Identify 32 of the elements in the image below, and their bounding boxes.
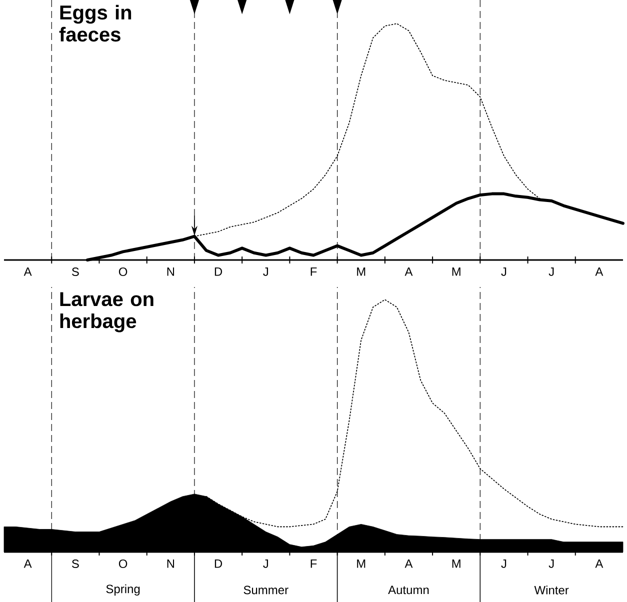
x-tick-label: J: [548, 268, 554, 276]
x-tick-label: A: [404, 268, 413, 276]
x-tick-label: N: [167, 560, 174, 568]
x-tick-label: D: [214, 560, 222, 568]
x-tick-label: N: [167, 268, 174, 276]
x-tick-label: A: [404, 560, 413, 568]
x-tick-label: J: [263, 560, 268, 568]
x-tick-label: A: [24, 268, 32, 276]
text: Autumn: [388, 586, 429, 594]
x-tick-label: J: [501, 560, 506, 568]
x-tick-label: D: [214, 268, 222, 276]
chart-title: Larvae on herbage: [60, 292, 154, 332]
x-tick-label: F: [310, 268, 317, 276]
x-tick-label: J: [263, 268, 268, 276]
x-tick-label: S: [72, 560, 79, 568]
text: Spring: [106, 584, 140, 596]
x-tick-label: O: [118, 268, 128, 276]
x-tick-label: M: [452, 268, 460, 276]
x-tick-label: A: [595, 560, 604, 568]
x-tick-label: M: [357, 560, 366, 568]
x-tick-label: O: [118, 560, 128, 568]
x-tick-label: M: [452, 560, 460, 568]
x-tick-label: S: [72, 268, 79, 276]
x-tick-label: M: [357, 268, 366, 276]
x-tick-label: A: [595, 268, 604, 276]
x-tick-label: A: [24, 560, 32, 568]
text: Winter: [534, 586, 569, 594]
text: Summer: [244, 586, 288, 594]
x-tick-label: J: [548, 560, 554, 568]
x-tick-label: F: [310, 560, 317, 568]
x-tick-label: J: [501, 268, 506, 276]
chart-title: Eggs in faeces: [59, 4, 132, 42]
